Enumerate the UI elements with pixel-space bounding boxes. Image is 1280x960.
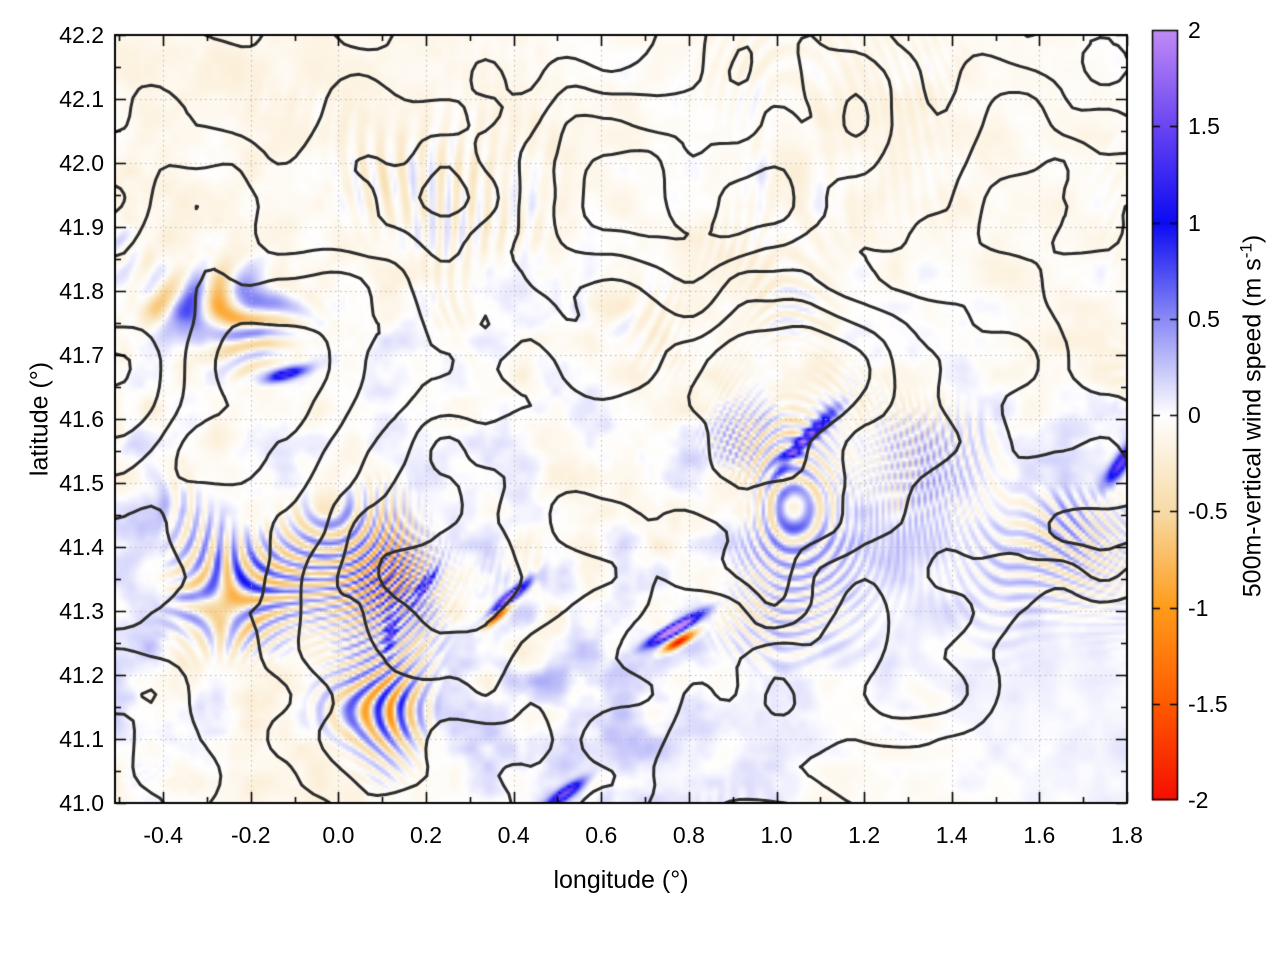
colorbar-tick-label: 0 [1188, 402, 1201, 428]
x-tick-label: -0.2 [230, 822, 271, 848]
y-tick-label: 41.7 [59, 342, 104, 368]
x-tick-label: 1.8 [1111, 822, 1143, 848]
x-axis-title: longitude (°) [553, 866, 689, 894]
colorbar-title-superscript: -1 [1236, 243, 1256, 259]
colorbar-tick-label: 1.5 [1188, 113, 1220, 140]
x-tick-label: 0.6 [585, 822, 618, 848]
x-tick-label: 0.0 [322, 822, 355, 848]
colorbar-title: 500m-vertical wind speed (m s-1) [1236, 235, 1267, 597]
x-tick-label: 1.4 [935, 822, 968, 848]
x-tick-label: 0.4 [497, 822, 530, 848]
y-tick-label: 42.0 [59, 150, 104, 176]
colorbar-tick-label: 2 [1188, 17, 1201, 43]
y-tick-label: 41.1 [59, 726, 104, 752]
colorbar-tick-label: 1 [1188, 209, 1201, 236]
colorbar-tick-label: -1.5 [1188, 690, 1228, 717]
colorbar-tick-label: -0.5 [1188, 498, 1228, 525]
y-tick-label: 41.2 [59, 662, 104, 688]
x-tick-label: 0.8 [672, 822, 705, 848]
y-tick-label: 41.9 [59, 214, 104, 240]
x-tick-label: 1.0 [760, 822, 793, 848]
colorbar-tick-label: -2 [1188, 787, 1209, 813]
colorbar-tick-label: -1 [1188, 594, 1209, 621]
y-tick-label: 41.4 [59, 534, 104, 560]
y-tick-label: 41.3 [59, 598, 104, 624]
colorbar-title-text: 500m-vertical wind speed (m s [1238, 258, 1267, 598]
y-axis-title: latitude (°) [25, 361, 54, 477]
y-tick-label: 41.0 [59, 790, 104, 816]
colorbar-title-close: ) [1238, 234, 1267, 244]
x-tick-label: 0.2 [410, 822, 443, 848]
x-tick-label: 1.6 [1023, 822, 1056, 848]
y-tick-label: 41.6 [59, 406, 104, 432]
y-tick-label: 41.8 [59, 278, 104, 304]
y-tick-label: 41.5 [59, 470, 104, 496]
colorbar-tick-label: 0.5 [1188, 305, 1220, 332]
x-tick-label: 1.2 [848, 822, 881, 848]
y-tick-label: 42.1 [59, 86, 104, 112]
x-tick-label: -0.4 [143, 822, 183, 848]
y-tick-label: 42.2 [59, 22, 104, 48]
